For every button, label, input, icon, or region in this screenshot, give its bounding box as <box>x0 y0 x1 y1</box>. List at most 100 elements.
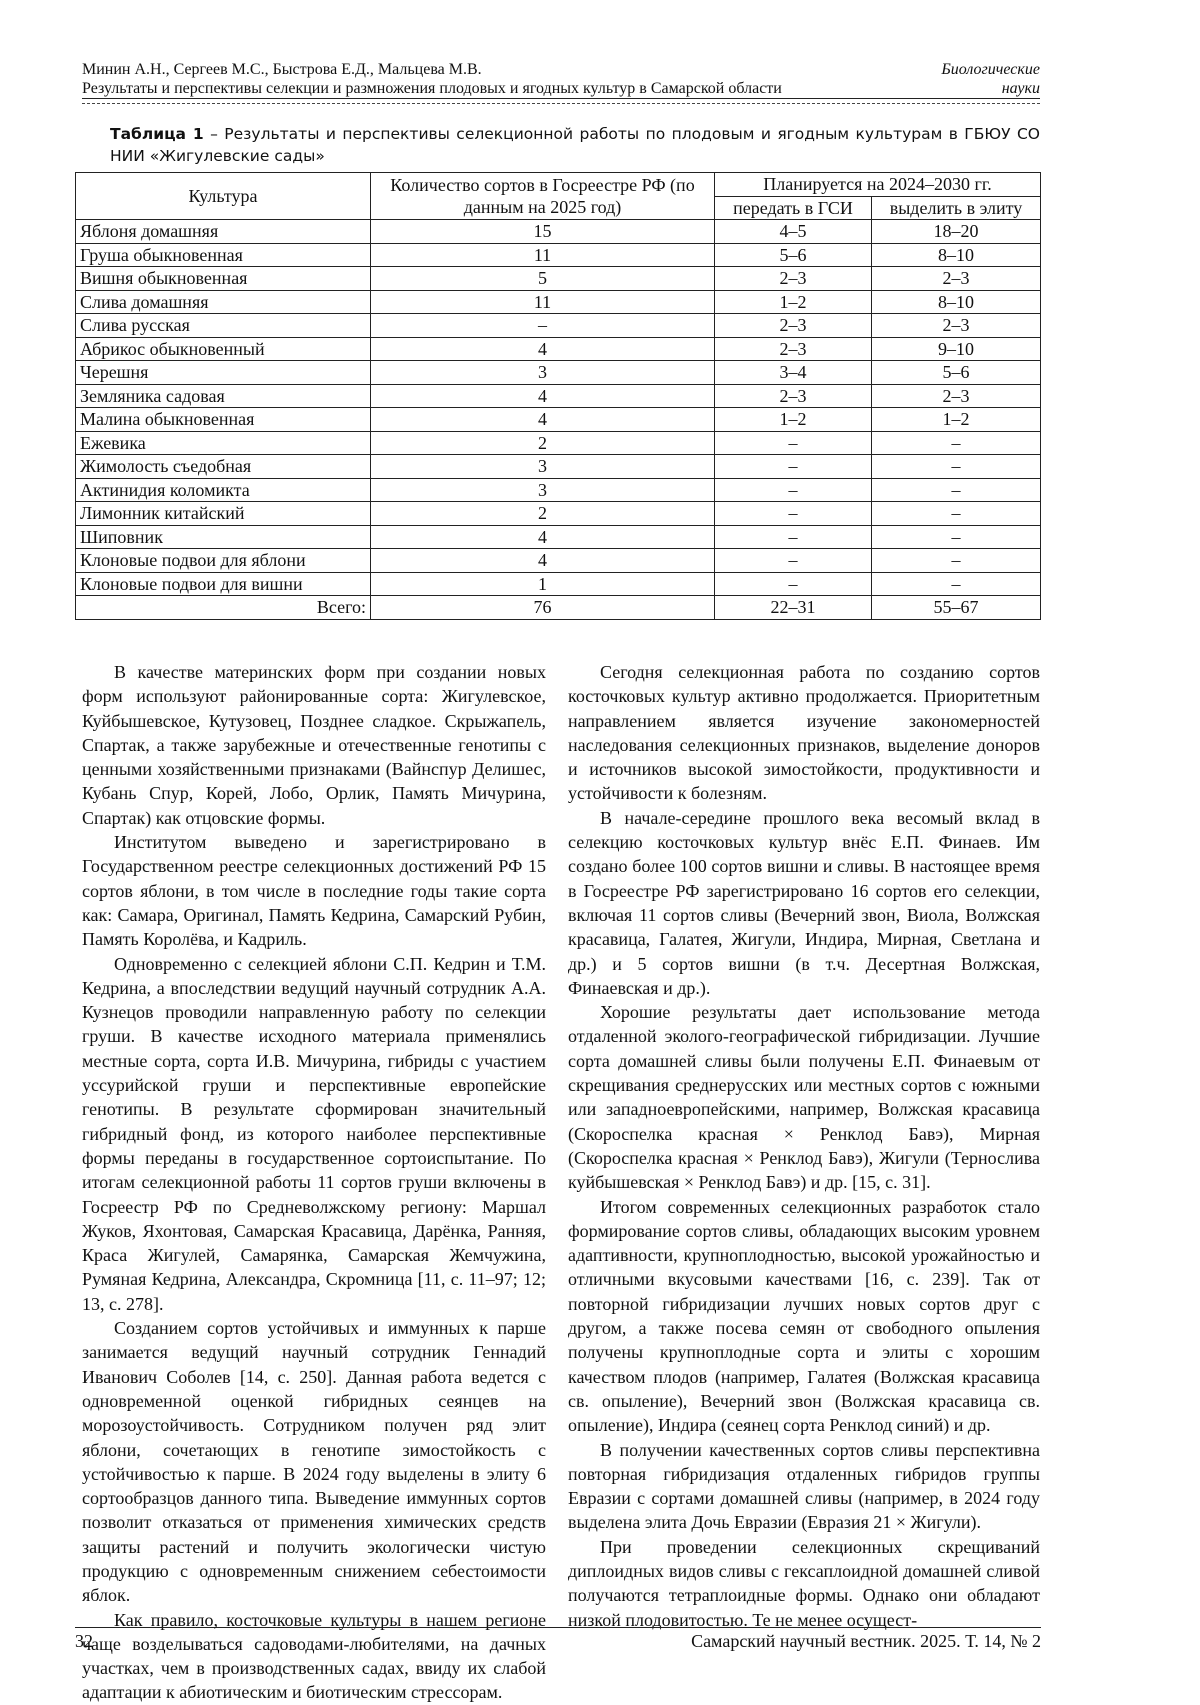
paragraph: Одновременно с селекцией яблони С.П. Кед… <box>82 952 546 1316</box>
cell: 1 <box>371 572 715 596</box>
paragraph: Институтом выведено и зарегистрировано в… <box>82 830 546 951</box>
total-row: Всего:7622–3155–67 <box>76 596 1041 620</box>
running-header: Минин А.Н., Сергеев М.С., Быстрова Е.Д.,… <box>82 60 1040 104</box>
cell: – <box>371 314 715 338</box>
cell: 3 <box>371 478 715 502</box>
page-number: 32 <box>75 1630 93 1652</box>
cell: 15 <box>371 220 715 244</box>
culture-cell: Лимонник китайский <box>76 502 371 526</box>
table-row: Вишня обыкновенная52–32–3 <box>76 267 1041 291</box>
cell: – <box>715 431 872 455</box>
table-row: Слива русская–2–32–3 <box>76 314 1041 338</box>
table-caption: Таблица 1 – Результаты и перспективы сел… <box>110 123 1040 167</box>
cell: 2–3 <box>715 267 872 291</box>
table-row: Яблоня домашняя154–518–20 <box>76 220 1041 244</box>
cell: – <box>715 455 872 479</box>
culture-cell: Слива русская <box>76 314 371 338</box>
section: Биологические <box>941 60 1040 79</box>
table-row: Абрикос обыкновенный42–39–10 <box>76 337 1041 361</box>
paragraph: При проведении селекционных скрещиваний … <box>568 1535 1040 1632</box>
culture-cell: Ежевика <box>76 431 371 455</box>
cell: 3 <box>371 455 715 479</box>
cell: – <box>872 525 1041 549</box>
left-column: В качестве материнских форм при создании… <box>82 660 546 1705</box>
right-column: Сегодня селекционная работа по созданию … <box>568 660 1040 1632</box>
cell: – <box>872 431 1041 455</box>
header-cell: Количество сортов в Госреестре РФ (по да… <box>371 173 715 220</box>
cell: 22–31 <box>715 596 872 620</box>
paragraph: Хорошие результаты дает использование ме… <box>568 1000 1040 1194</box>
table-row: Земляника садовая42–32–3 <box>76 384 1041 408</box>
divider <box>82 103 1040 104</box>
paragraph: В начале-середине прошлого века весомый … <box>568 806 1040 1000</box>
cell: – <box>872 502 1041 526</box>
cell: – <box>715 572 872 596</box>
cell: 4–5 <box>715 220 872 244</box>
cell: 5–6 <box>872 361 1041 385</box>
table-row: Черешня33–45–6 <box>76 361 1041 385</box>
culture-cell: Клоновые подвои для яблони <box>76 549 371 573</box>
culture-cell: Вишня обыкновенная <box>76 267 371 291</box>
cell: 3 <box>371 361 715 385</box>
cell: 3–4 <box>715 361 872 385</box>
culture-cell: Черешня <box>76 361 371 385</box>
header-cell: выделить в элиту <box>872 196 1041 220</box>
paragraph: Как правило, косточковые культуры в наше… <box>82 1608 546 1705</box>
culture-cell: Клоновые подвои для вишни <box>76 572 371 596</box>
cell: – <box>715 525 872 549</box>
article-title: Результаты и перспективы селекции и разм… <box>82 79 782 98</box>
cell: – <box>872 455 1041 479</box>
cell: 11 <box>371 243 715 267</box>
paragraph: В качестве материнских форм при создании… <box>82 660 546 830</box>
header-cell: передать в ГСИ <box>715 196 872 220</box>
culture-cell: Слива домашняя <box>76 290 371 314</box>
table-row: Ежевика2–– <box>76 431 1041 455</box>
culture-cell: Малина обыкновенная <box>76 408 371 432</box>
header-cell: Культура <box>76 173 371 220</box>
culture-cell: Яблоня домашняя <box>76 220 371 244</box>
table-row: Клоновые подвои для яблони4–– <box>76 549 1041 573</box>
table-row: Лимонник китайский2–– <box>76 502 1041 526</box>
journal: Самарский научный вестник. 2025. Т. 14, … <box>691 1630 1041 1652</box>
cell: – <box>872 572 1041 596</box>
culture-cell: Шиповник <box>76 525 371 549</box>
table-body: Яблоня домашняя154–518–20Груша обыкновен… <box>76 220 1041 620</box>
footer: 32 Самарский научный вестник. 2025. Т. 1… <box>75 1627 1041 1652</box>
cell: 1–2 <box>872 408 1041 432</box>
cell: – <box>715 478 872 502</box>
cell: 1–2 <box>715 290 872 314</box>
cell: 2–3 <box>872 267 1041 291</box>
total-label: Всего: <box>76 596 371 620</box>
table-row: Малина обыкновенная41–21–2 <box>76 408 1041 432</box>
table-row: Шиповник4–– <box>76 525 1041 549</box>
table-row: Актинидия коломикта3–– <box>76 478 1041 502</box>
cell: 2 <box>371 502 715 526</box>
cell: 9–10 <box>872 337 1041 361</box>
cell: 4 <box>371 337 715 361</box>
cell: 8–10 <box>872 243 1041 267</box>
cell: 4 <box>371 384 715 408</box>
cell: 4 <box>371 525 715 549</box>
culture-cell: Абрикос обыкновенный <box>76 337 371 361</box>
cell: 4 <box>371 408 715 432</box>
cell: – <box>872 478 1041 502</box>
paragraph: Сегодня селекционная работа по созданию … <box>568 660 1040 806</box>
table-row: Клоновые подвои для вишни1–– <box>76 572 1041 596</box>
cell: 2 <box>371 431 715 455</box>
culture-cell: Груша обыкновенная <box>76 243 371 267</box>
culture-cell: Жимолость съедобная <box>76 455 371 479</box>
caption-label: Таблица 1 <box>110 125 204 143</box>
cell: 18–20 <box>872 220 1041 244</box>
paragraph: Созданием сортов устойчивых и иммунных к… <box>82 1316 546 1608</box>
table: Культура Количество сортов в Госреестре … <box>75 172 1041 620</box>
header-cell: Планируется на 2024–2030 гг. <box>715 173 1041 197</box>
section: науки <box>1002 79 1040 98</box>
table-row: Жимолость съедобная3–– <box>76 455 1041 479</box>
caption-text: – Результаты и перспективы селекционной … <box>110 125 1040 165</box>
table-row: Слива домашняя111–28–10 <box>76 290 1041 314</box>
cell: 2–3 <box>715 337 872 361</box>
cell: 1–2 <box>715 408 872 432</box>
cell: 5 <box>371 267 715 291</box>
